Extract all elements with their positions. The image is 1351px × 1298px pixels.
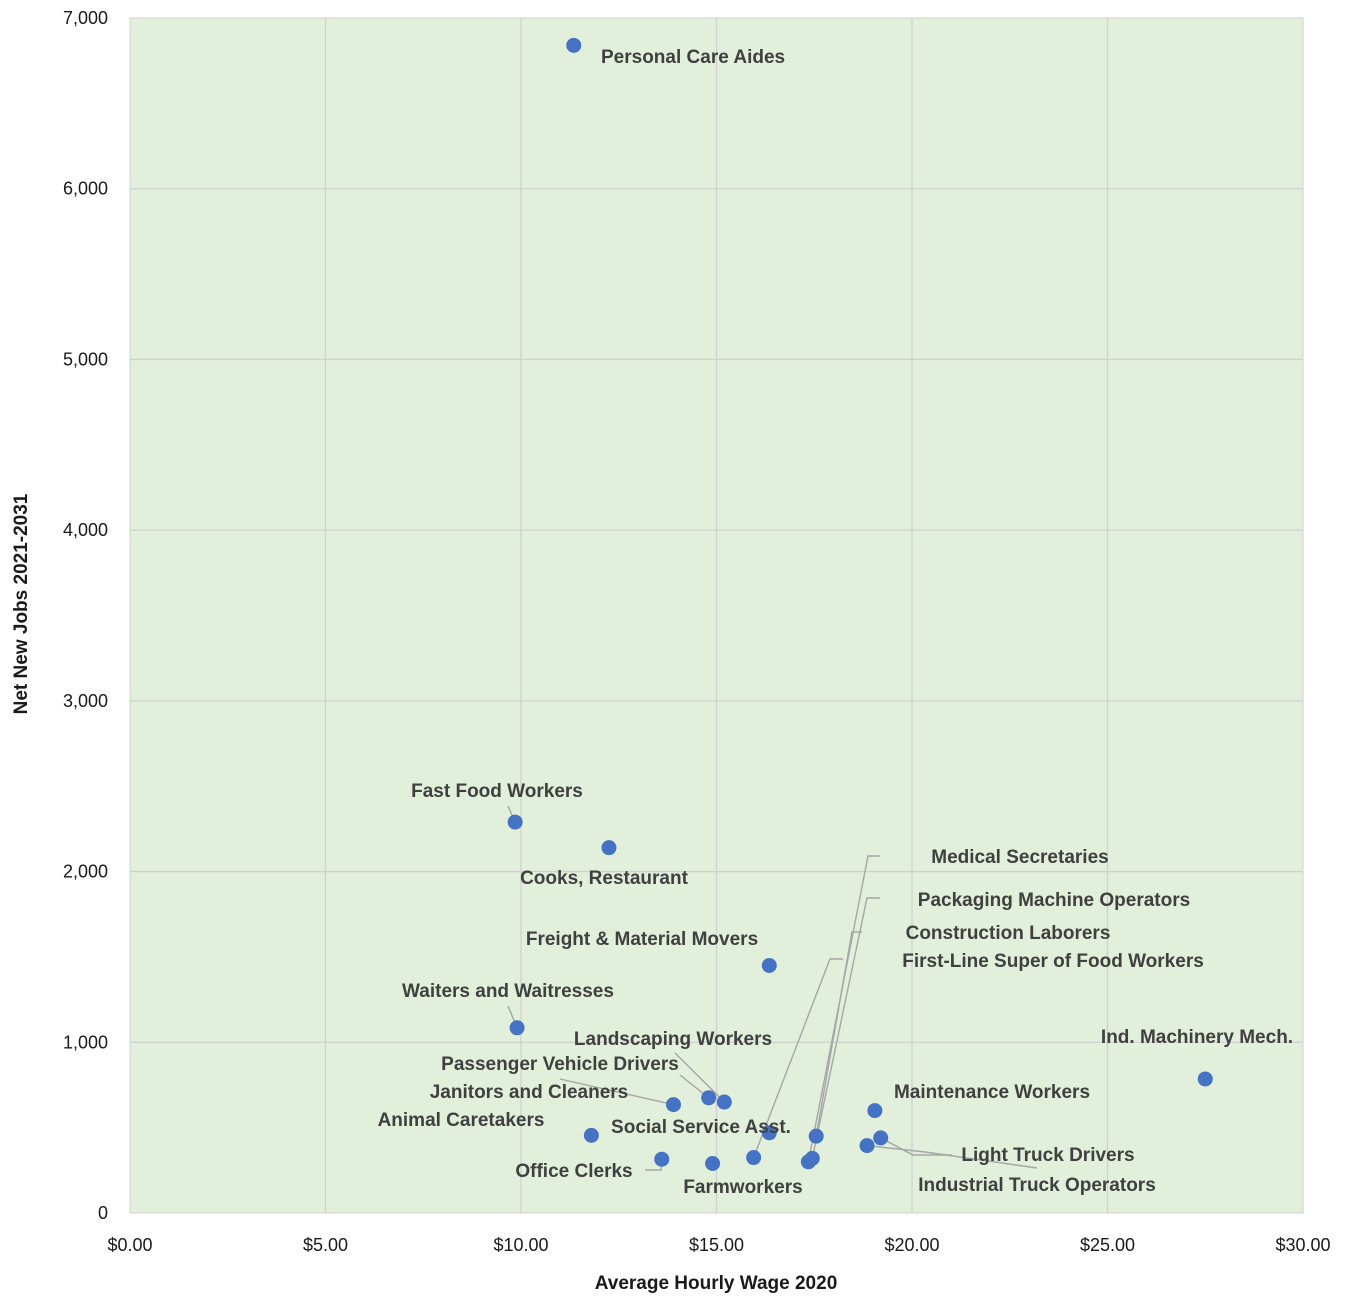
- label-light-truck-drivers: Light Truck Drivers: [961, 1145, 1134, 1166]
- data-points: [507, 37, 1213, 1171]
- label-ind-machinery-mech: Ind. Machinery Mech.: [1101, 1027, 1293, 1048]
- point-animal-caretakers: [583, 1127, 599, 1143]
- point-first-line-super-of-food-workers: [746, 1150, 762, 1166]
- x-tick-label: $0.00: [107, 1235, 152, 1255]
- point-construction-laborers: [808, 1128, 824, 1144]
- point-passenger-vehicle-drivers: [701, 1090, 717, 1106]
- leader-line-first-line-super-of-food-workers: [752, 958, 843, 1158]
- plot-border: [129, 17, 1304, 1214]
- point-light-truck-drivers: [873, 1130, 889, 1146]
- x-tick-label: $20.00: [884, 1235, 939, 1255]
- leader-line-construction-laborers: [815, 931, 862, 1137]
- y-tick-label: 6,000: [63, 179, 108, 199]
- label-fast-food-workers: Fast Food Workers: [411, 781, 583, 802]
- x-tick-labels: $0.00 $5.00 $10.00 $15.00 $20.00 $25.00 $30.00: [107, 1235, 1330, 1255]
- x-tick-label: $5.00: [303, 1235, 348, 1255]
- point-cooks-restaurant: [601, 840, 617, 856]
- point-ind-machinery-mech: [1197, 1071, 1213, 1087]
- point-office-clerks: [654, 1151, 670, 1167]
- point-packaging-machine-operators: [804, 1150, 820, 1166]
- x-axis-title: Average Hourly Wage 2020: [595, 1273, 838, 1294]
- label-personal-care-aides: Personal Care Aides: [601, 47, 785, 68]
- label-maintenance-workers: Maintenance Workers: [894, 1082, 1090, 1103]
- label-social-service-asst: Social Service Asst.: [611, 1117, 791, 1138]
- point-social-service-asst: [761, 1125, 777, 1141]
- label-industrial-truck-operators: Industrial Truck Operators: [918, 1175, 1156, 1196]
- label-passenger-vehicle-drivers: Passenger Vehicle Drivers: [441, 1054, 679, 1075]
- label-packaging-machine-operators: Packaging Machine Operators: [918, 890, 1190, 911]
- point-janitors-and-cleaners: [665, 1097, 681, 1113]
- y-tick-label: 2,000: [63, 862, 108, 882]
- label-animal-caretakers: Animal Caretakers: [378, 1110, 545, 1131]
- label-cooks-restaurant: Cooks, Restaurant: [520, 868, 689, 889]
- x-tick-label: $25.00: [1080, 1235, 1135, 1255]
- point-landscaping-workers: [716, 1094, 732, 1110]
- x-tick-label: $15.00: [689, 1235, 744, 1255]
- point-waiters-and-waitresses: [509, 1020, 525, 1036]
- leader-line-janitors-and-cleaners: [559, 1078, 674, 1106]
- label-waiters-and-waitresses: Waiters and Waitresses: [402, 981, 614, 1002]
- y-tick-label: 0: [98, 1203, 108, 1223]
- y-tick-label: 4,000: [63, 520, 108, 540]
- leader-lines: [507, 805, 1038, 1171]
- y-tick-label: 7,000: [63, 8, 108, 28]
- point-personal-care-aides: [566, 37, 582, 53]
- point-industrial-truck-operators: [859, 1138, 875, 1154]
- gridlines: [130, 18, 1303, 1213]
- y-tick-label: 3,000: [63, 691, 108, 711]
- leader-line-packaging-machine-operators: [811, 897, 880, 1159]
- label-landscaping-workers: Landscaping Workers: [574, 1029, 772, 1050]
- label-office-clerks: Office Clerks: [515, 1161, 632, 1182]
- point-freight-material-movers: [761, 957, 777, 973]
- y-tick-label: 1,000: [63, 1032, 108, 1052]
- leader-line-industrial-truck-operators: [866, 1144, 1038, 1169]
- point-fast-food-workers: [507, 814, 523, 830]
- leader-line-light-truck-drivers: [880, 1137, 952, 1156]
- leader-line-medical-secretaries: [807, 855, 880, 1162]
- label-janitors-and-cleaners: Janitors and Cleaners: [430, 1082, 629, 1103]
- point-maintenance-workers: [867, 1103, 883, 1119]
- x-tick-label: $30.00: [1275, 1235, 1330, 1255]
- x-tick-label: $10.00: [493, 1235, 548, 1255]
- label-freight-material-movers: Freight & Material Movers: [526, 929, 758, 950]
- y-tick-labels: 0 1,000 2,000 3,000 4,000 5,000 6,000 7,000: [63, 8, 108, 1223]
- leader-line-landscaping-workers: [674, 1052, 725, 1103]
- label-construction-laborers: Construction Laborers: [906, 923, 1111, 944]
- label-first-line-super-of-food-workers: First-Line Super of Food Workers: [902, 951, 1204, 972]
- y-axis-title: Net New Jobs 2021-2031: [11, 493, 32, 714]
- point-farmworkers: [705, 1155, 721, 1171]
- label-medical-secretaries: Medical Secretaries: [931, 847, 1108, 868]
- label-farmworkers: Farmworkers: [683, 1177, 802, 1198]
- data-labels: Personal Care Aides Fast Food Workers Cook…: [378, 47, 1294, 1198]
- y-tick-label: 5,000: [63, 349, 108, 369]
